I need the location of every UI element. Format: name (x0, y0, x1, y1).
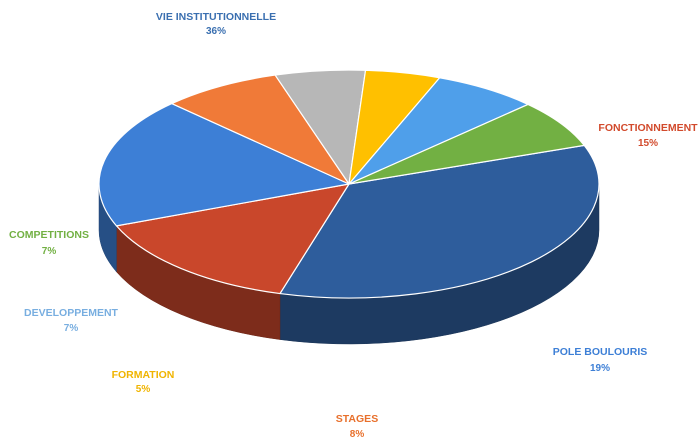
data-label-name-3: STAGES (336, 413, 378, 425)
data-label-name-0: VIE INSTITUTIONNELLE (156, 11, 276, 23)
slice-2 (98, 102, 350, 227)
slice-3 (171, 74, 350, 185)
slice-6 (348, 77, 529, 185)
data-label-name-1: FONCTIONNEMENT (598, 122, 698, 134)
data-label-value-6: 7% (64, 323, 79, 334)
data-label-value-2: 19% (590, 363, 610, 374)
slice-0 (279, 144, 600, 299)
data-label-name-5: FORMATION (112, 369, 175, 381)
data-label-value-0: 36% (206, 26, 226, 37)
slice-1 (115, 183, 350, 295)
data-label-name-7: COMPETITIONS (9, 229, 89, 241)
data-label-name-6: DEVELOPPEMENT (24, 307, 119, 319)
slice-7 (348, 103, 585, 185)
pie-slices (98, 69, 600, 299)
data-label-value-3: 8% (350, 429, 365, 440)
data-label-value-7: 7% (42, 246, 57, 257)
data-label-name-2: POLE BOULOURIS (553, 346, 648, 358)
data-labels: VIE INSTITUTIONNELLE 36% FONCTIONNEMENT 15%… (9, 11, 698, 440)
data-label-value-1: 15% (638, 138, 658, 149)
data-label-value-5: 5% (136, 384, 151, 395)
